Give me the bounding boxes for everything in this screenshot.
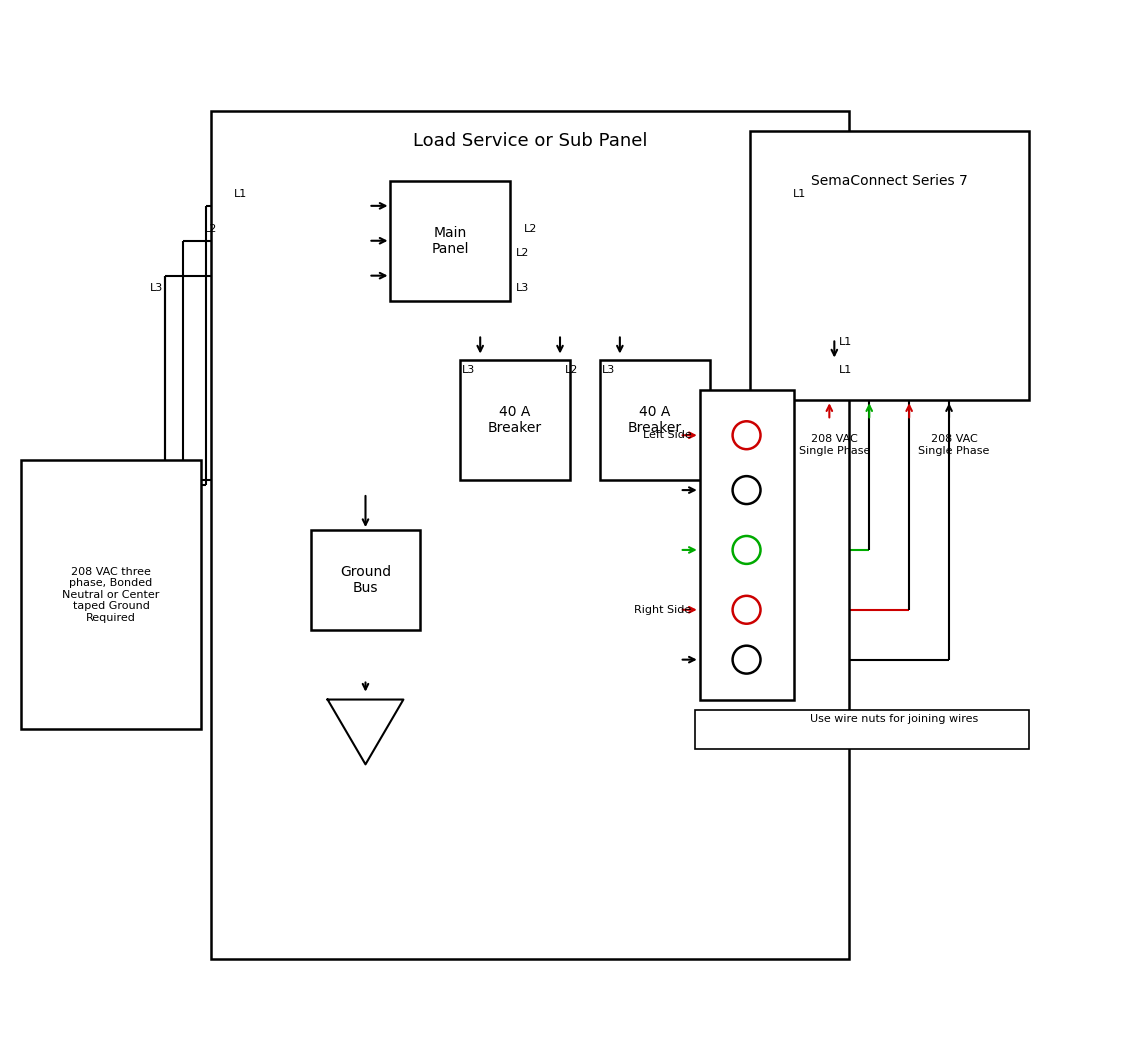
Text: 208 VAC three
phase, Bonded
Neutral or Center
taped Ground
Required: 208 VAC three phase, Bonded Neutral or C… [62, 567, 159, 623]
Bar [749, 131, 1028, 400]
Text: L3: L3 [150, 282, 163, 293]
Circle shape [732, 476, 760, 504]
Text: 208 VAC
Single Phase: 208 VAC Single Phase [799, 435, 870, 456]
Bar [600, 360, 710, 480]
Text: L2: L2 [516, 248, 530, 257]
Text: SemaConnect Series 7: SemaConnect Series 7 [811, 174, 967, 188]
Text: Right Side: Right Side [634, 605, 692, 615]
Text: L2: L2 [565, 365, 579, 376]
Text: Load Service or Sub Panel: Load Service or Sub Panel [412, 132, 647, 150]
Bar [311, 530, 420, 630]
Circle shape [732, 646, 760, 674]
Text: Main
Panel: Main Panel [432, 226, 469, 256]
Text: L3: L3 [462, 365, 476, 376]
Circle shape [732, 595, 760, 624]
Bar [695, 710, 1028, 750]
Text: L1: L1 [840, 337, 852, 348]
Text: Left Side: Left Side [643, 430, 692, 440]
Bar [460, 360, 570, 480]
Bar [21, 460, 201, 730]
Circle shape [732, 421, 760, 449]
Bar [391, 181, 510, 300]
Text: L3: L3 [515, 282, 529, 293]
Text: 208 VAC
Single Phase: 208 VAC Single Phase [919, 435, 990, 456]
Text: L1: L1 [793, 189, 806, 198]
Bar [699, 391, 794, 699]
Text: L3: L3 [601, 365, 615, 376]
Text: L1: L1 [840, 365, 852, 376]
Text: L2: L2 [523, 224, 537, 234]
Circle shape [732, 536, 760, 564]
Text: Ground
Bus: Ground Bus [340, 565, 391, 595]
Text: 40 A
Breaker: 40 A Breaker [488, 405, 542, 436]
Bar [211, 111, 850, 959]
Text: L2: L2 [205, 224, 218, 234]
Text: L1: L1 [234, 189, 247, 198]
Text: Use wire nuts for joining wires: Use wire nuts for joining wires [810, 714, 979, 724]
Text: 40 A
Breaker: 40 A Breaker [628, 405, 681, 436]
